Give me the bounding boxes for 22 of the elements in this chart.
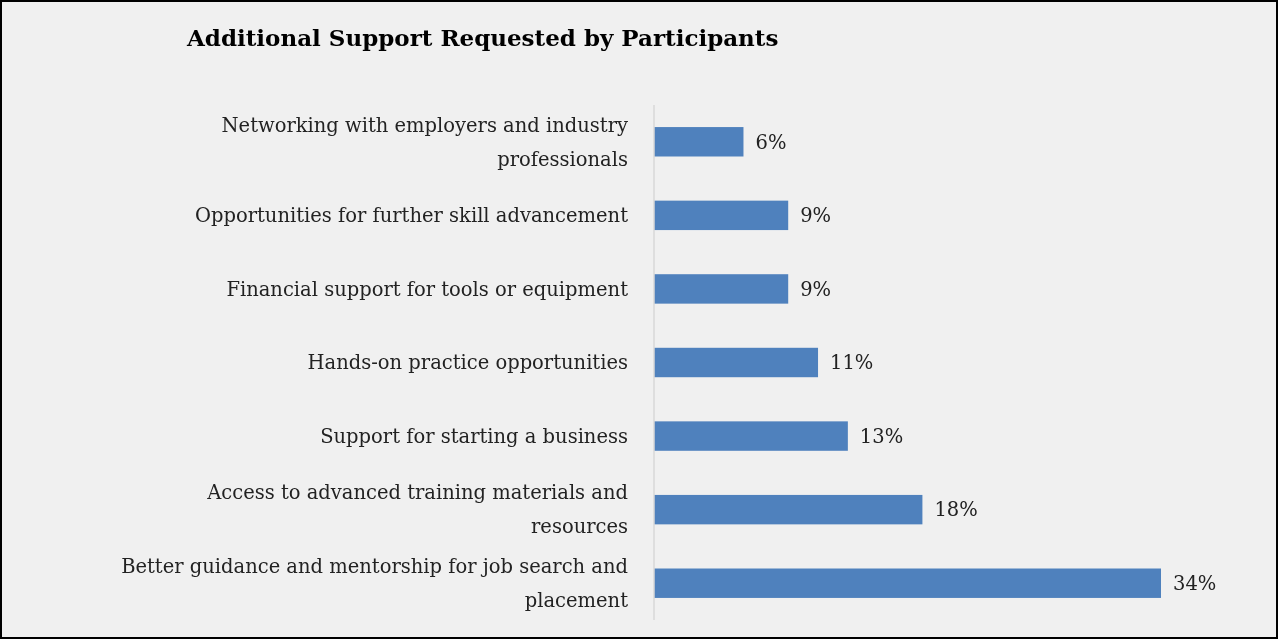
data-label: 18%: [934, 498, 978, 522]
data-label: 6%: [755, 130, 787, 154]
y-tick-label: Financial support for tools or equipment: [226, 277, 629, 301]
bar: [654, 494, 923, 525]
chart-title: Additional Support Requested by Participants: [186, 24, 779, 51]
data-label: 13%: [859, 424, 904, 448]
y-tick-label: Networking with employers and industry professionals: [221, 113, 628, 171]
data-label: 34%: [1173, 572, 1217, 596]
bar: [654, 200, 789, 231]
y-tick-label: Access to advanced training materials and resources: [206, 481, 628, 539]
data-label: 11%: [830, 351, 874, 375]
bar: [654, 127, 744, 157]
y-tick-label: Hands-on practice opportunities: [307, 351, 628, 375]
bar: [654, 274, 789, 304]
y-tick-label: Opportunities for further skill advancement: [195, 204, 629, 228]
bar: [654, 568, 1161, 598]
data-label: 9%: [800, 204, 832, 228]
data-label: 9%: [800, 277, 832, 301]
bar: [654, 347, 819, 378]
y-tick-label: Support for starting a business: [320, 424, 628, 448]
bar: [654, 421, 848, 451]
y-tick-label: Better guidance and mentorship for job search and placement: [121, 555, 629, 613]
